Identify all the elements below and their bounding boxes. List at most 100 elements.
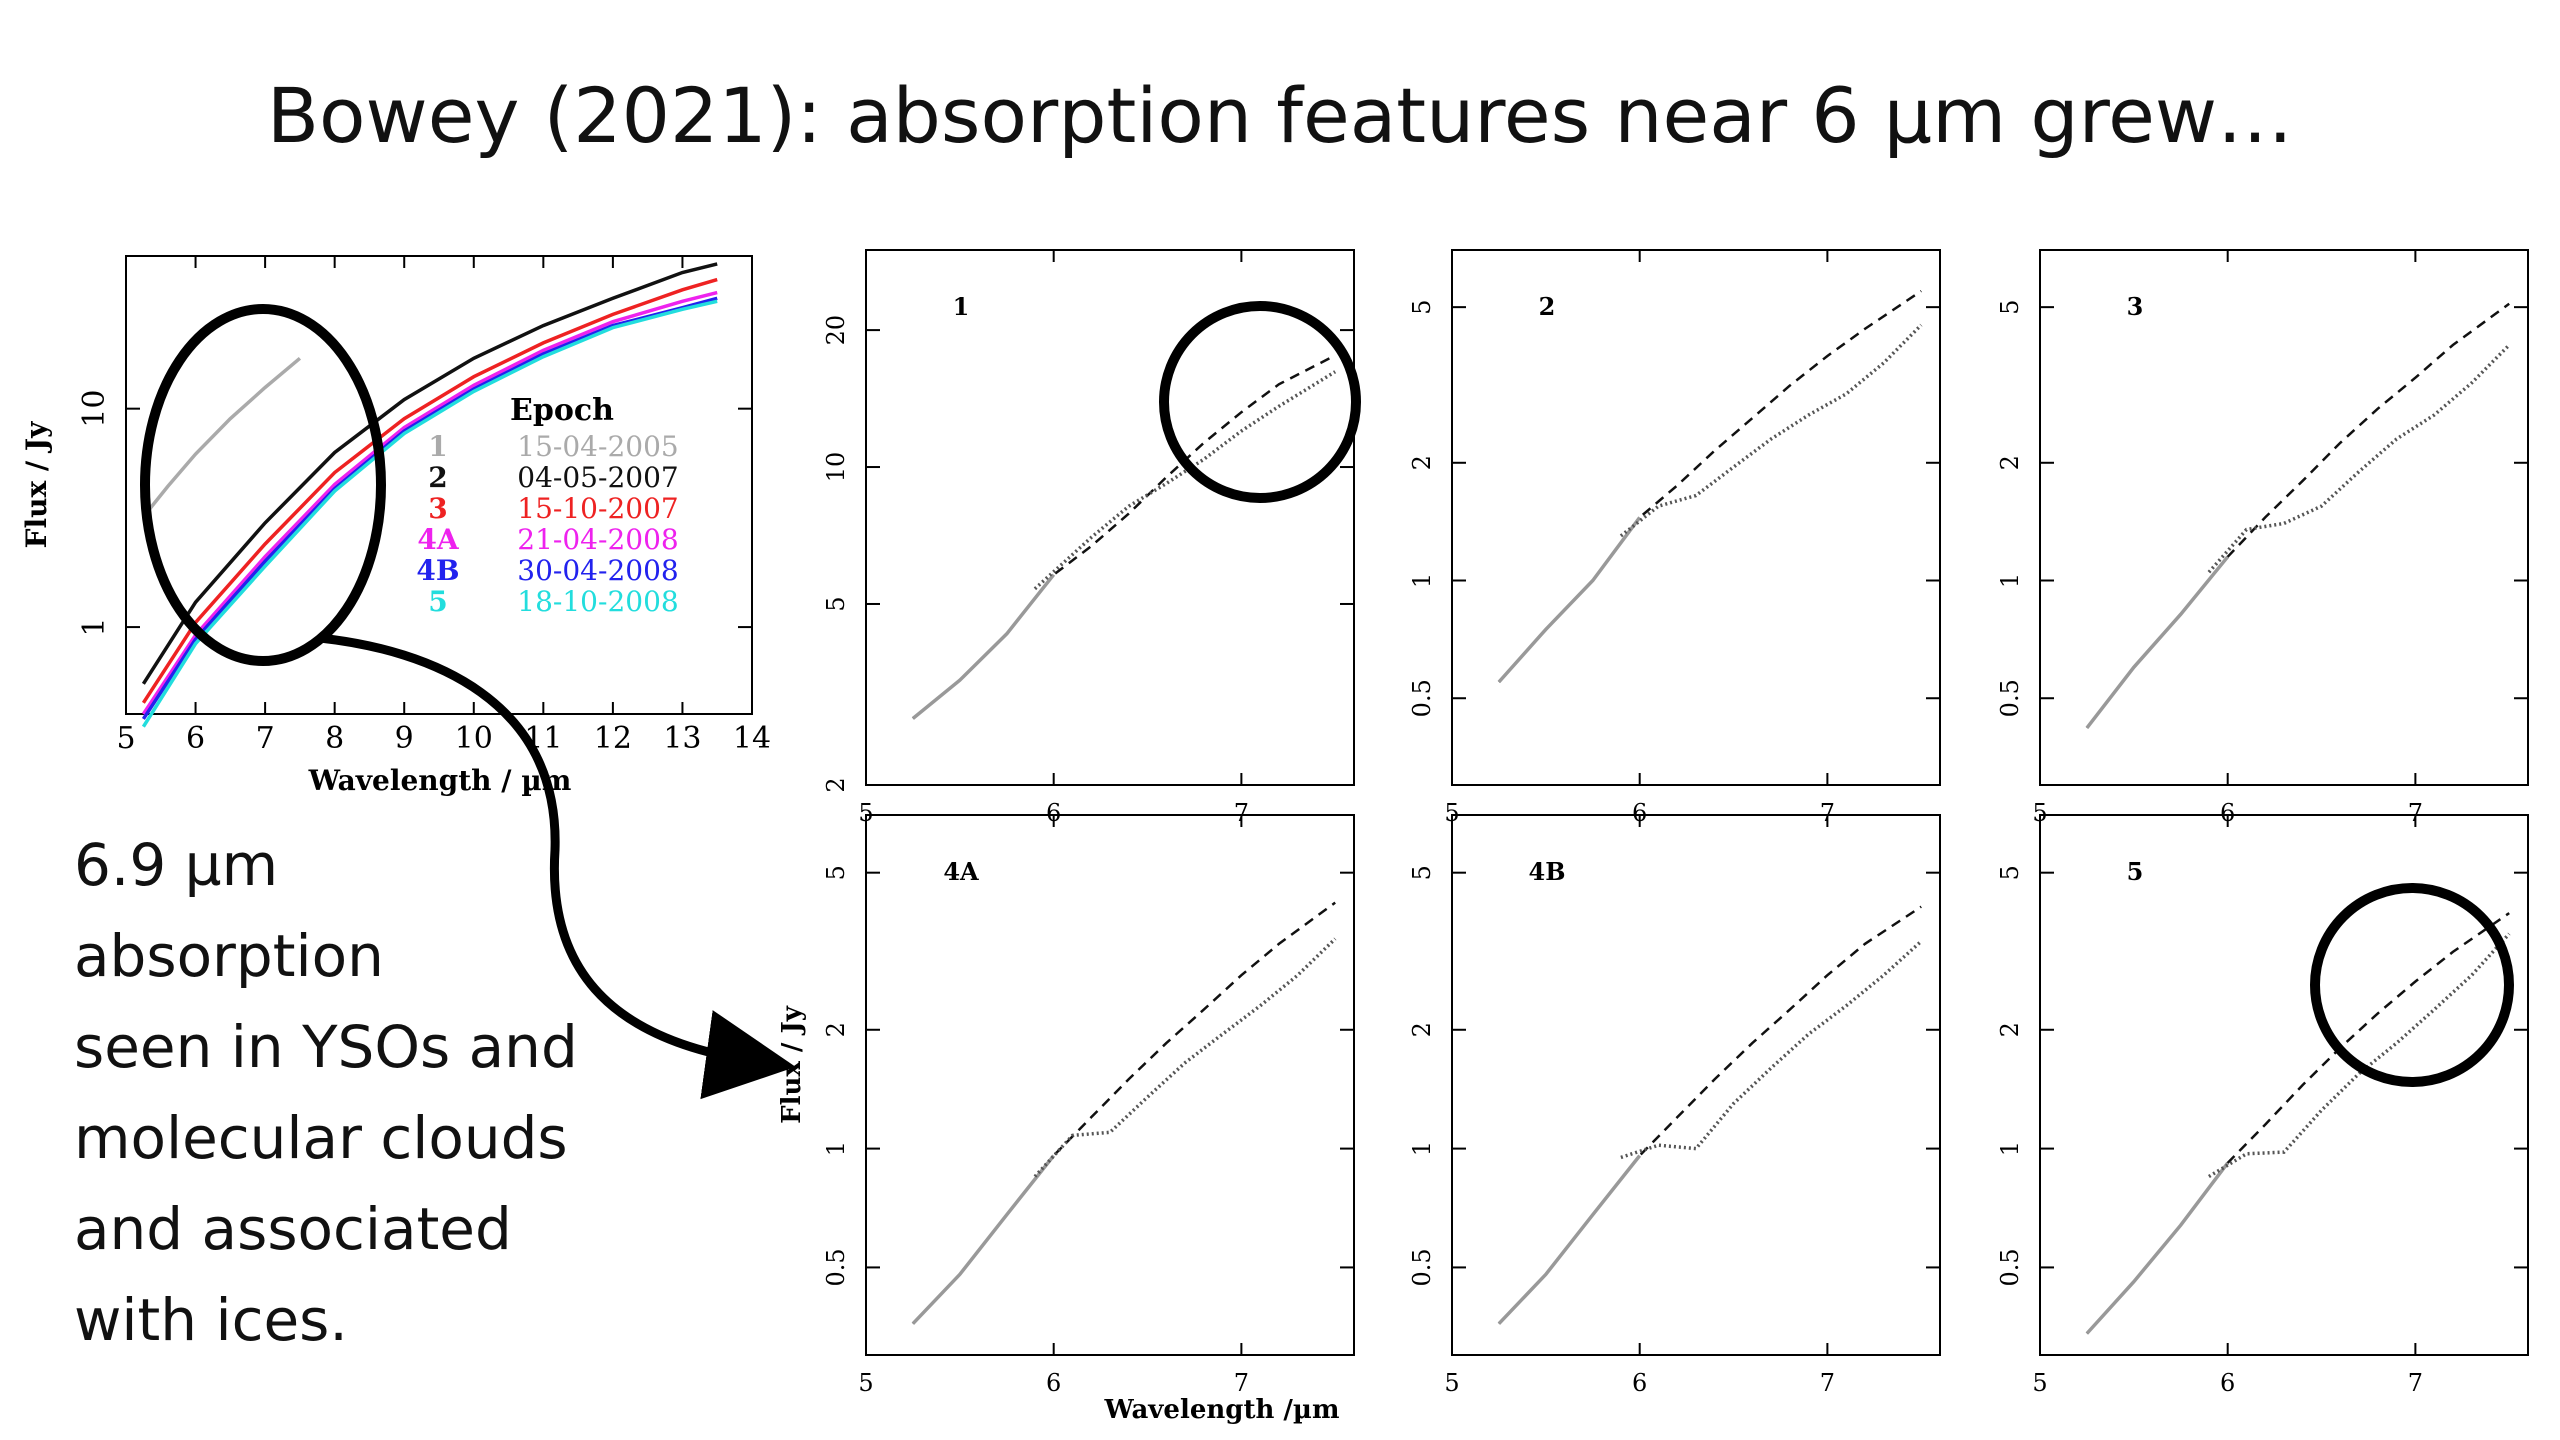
x-tick-label: 7 <box>1234 1369 1249 1397</box>
legend-key: 4A <box>417 523 459 556</box>
y-tick-label: 5 <box>1996 865 2024 880</box>
epoch-panel-3: 5 6 7 0.5 1 2 5 3 <box>1996 249 2529 827</box>
y-tick-label: 5 <box>822 865 850 880</box>
x-tick-label: 5 <box>2032 1369 2047 1397</box>
panel-label: 2 <box>1539 292 1556 321</box>
x-tick-label: 6 <box>1046 799 1061 827</box>
caption-line: with ices. <box>74 1286 348 1354</box>
x-tick-label: 6 <box>186 721 205 756</box>
continuum-dashed-line <box>1497 905 1922 1325</box>
continuum-dashed-line <box>2085 912 2510 1335</box>
x-tick-label: 13 <box>663 721 701 756</box>
y-tick-label: 1 <box>1408 573 1436 588</box>
continuum-dashed-line <box>911 901 1336 1325</box>
legend-date: 21-04-2008 <box>517 523 678 556</box>
caption-line: 6.9 µm <box>74 831 279 899</box>
observed-spectrum-short <box>911 1154 1056 1325</box>
legend-key: 1 <box>428 430 447 463</box>
x-tick-label: 5 <box>116 721 135 756</box>
y-tick-label: 2 <box>822 777 850 792</box>
x-tick-label: 5 <box>858 799 873 827</box>
legend-date: 18-10-2008 <box>517 585 678 618</box>
plot-frame <box>1451 249 1941 786</box>
x-tick-label: 6 <box>2220 799 2235 827</box>
series-line-4A <box>141 290 718 715</box>
y-tick-label: 10 <box>77 390 112 428</box>
y-tick-label: 2 <box>822 1022 850 1037</box>
highlight-circle-epoch-5 <box>2310 883 2514 1087</box>
grid-x-axis-label: Wavelength /µm <box>1104 1395 1340 1425</box>
y-tick-label: 1 <box>77 618 112 637</box>
plot-frame <box>2039 249 2529 786</box>
observed-spectrum-long <box>1033 370 1337 591</box>
caption-line: and associated <box>74 1195 512 1263</box>
caption-line: absorption <box>74 922 384 990</box>
panel-label: 5 <box>2127 857 2144 886</box>
x-tick-label: 5 <box>1444 1369 1459 1397</box>
observed-spectrum-long <box>2207 343 2511 574</box>
legend-key: 2 <box>428 461 447 494</box>
panel-label: 4A <box>943 857 979 886</box>
x-tick-label: 7 <box>256 721 275 756</box>
y-tick-label: 1 <box>1408 1141 1436 1156</box>
series-line-3 <box>141 277 718 704</box>
caption-line: molecular clouds <box>74 1104 568 1172</box>
slide-title: Bowey (2021): absorption features near 6… <box>266 71 2294 160</box>
legend-date: 30-04-2008 <box>517 554 678 587</box>
epoch-panel-5: 5 6 7 0.5 1 2 5 5 <box>1996 814 2529 1397</box>
y-axis-label: Flux / Jy <box>20 421 53 549</box>
y-tick-label: 1 <box>1996 573 2024 588</box>
x-tick-label: 12 <box>594 721 632 756</box>
plot-frame <box>1451 814 1941 1356</box>
y-tick-label: 2 <box>1408 455 1436 470</box>
observed-spectrum-short <box>2085 555 2230 729</box>
highlight-circle-epoch-1 <box>1159 301 1361 503</box>
plot-frame <box>2039 814 2529 1356</box>
legend-title: Epoch <box>510 393 614 428</box>
series-line-5 <box>141 299 718 728</box>
observed-spectrum-long <box>2207 932 2511 1178</box>
x-tick-label: 6 <box>1046 1369 1061 1397</box>
x-tick-label: 5 <box>858 1369 873 1397</box>
y-tick-label: 20 <box>822 315 850 346</box>
panel-label: 3 <box>2127 292 2144 321</box>
observed-spectrum-short <box>911 573 1056 720</box>
x-tick-label: 6 <box>1632 799 1647 827</box>
panel-label: 4B <box>1529 857 1566 886</box>
legend-date: 15-04-2005 <box>517 430 678 463</box>
x-tick-label: 7 <box>1820 1369 1835 1397</box>
plot-frame <box>125 255 753 715</box>
x-tick-label: 7 <box>2408 1369 2423 1397</box>
legend-key: 3 <box>428 492 447 525</box>
y-tick-label: 2 <box>1996 455 2024 470</box>
legend-date: 04-05-2007 <box>517 461 678 494</box>
y-tick-label: 5 <box>822 596 850 611</box>
highlight-ellipse-overview <box>140 304 386 666</box>
legend-key: 5 <box>428 585 447 618</box>
caption-text: 6.9 µm absorption seen in YSOs and molec… <box>74 820 634 1366</box>
x-tick-label: 10 <box>455 721 493 756</box>
epoch-panel-4A: 5 6 7 0.5 1 2 5 4A <box>822 814 1355 1397</box>
x-tick-label: 7 <box>1820 799 1835 827</box>
y-tick-label: 5 <box>1996 300 2024 315</box>
legend-date: 15-10-2007 <box>517 492 678 525</box>
y-tick-label: 1 <box>1996 1141 2024 1156</box>
y-tick-label: 5 <box>1408 300 1436 315</box>
annotation-arrow <box>319 633 796 1100</box>
panel-label: 1 <box>953 292 970 321</box>
y-tick-label: 1 <box>822 1141 850 1156</box>
continuum-dashed-line <box>1497 289 1922 683</box>
y-tick-label: 2 <box>1996 1022 2024 1037</box>
caption-line: seen in YSOs and <box>74 1013 578 1081</box>
observed-spectrum-long <box>1619 323 1923 538</box>
x-tick-label: 5 <box>2032 799 2047 827</box>
series-line-1 <box>142 356 302 518</box>
observed-spectrum-long <box>1033 937 1337 1178</box>
observed-spectrum-short <box>1497 1154 1642 1325</box>
observed-spectrum-short <box>1497 516 1642 684</box>
y-tick-label: 0.5 <box>1408 1248 1436 1286</box>
